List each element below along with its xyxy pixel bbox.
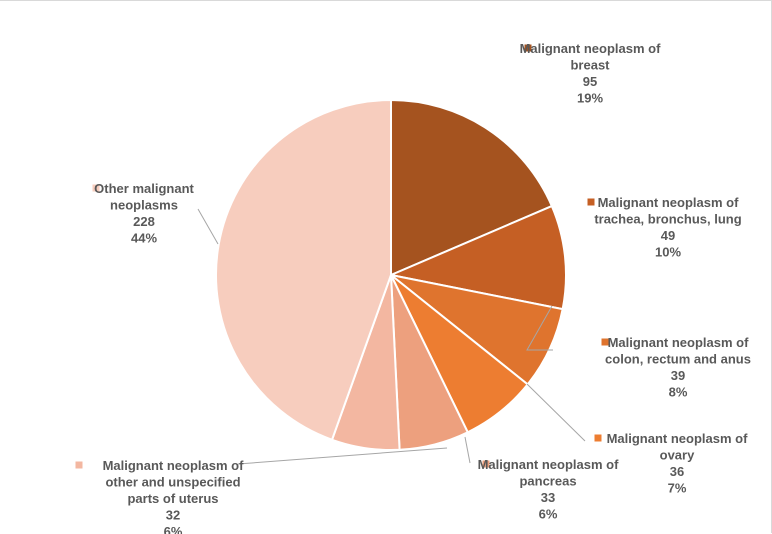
data-label-percent: 8% bbox=[669, 385, 688, 400]
data-label-category: parts of uterus bbox=[127, 491, 218, 506]
pie-slice[interactable] bbox=[215, 98, 392, 442]
data-label-value: 32 bbox=[166, 508, 180, 523]
data-label-category: Other malignant bbox=[94, 181, 194, 196]
legend-key-marker bbox=[75, 461, 83, 469]
data-label-category: colon, rectum and anus bbox=[605, 352, 751, 367]
leader-line bbox=[237, 447, 448, 465]
legend-key-marker bbox=[482, 460, 490, 468]
data-label-category: Malignant neoplasm of bbox=[103, 458, 245, 473]
data-label-percent: 10% bbox=[655, 245, 681, 260]
data-label-percent: 19% bbox=[577, 91, 603, 106]
data-label-category: Malignant neoplasm of bbox=[598, 195, 740, 210]
leader-line bbox=[197, 208, 219, 245]
leader-line bbox=[464, 436, 471, 464]
data-label-value: 228 bbox=[133, 214, 155, 229]
data-label-percent: 44% bbox=[131, 231, 157, 246]
legend-key-marker bbox=[92, 184, 100, 192]
data-label-value: 95 bbox=[583, 74, 597, 89]
data-label-category: ovary bbox=[660, 448, 695, 463]
pie-slice[interactable] bbox=[390, 98, 554, 277]
data-label-value: 39 bbox=[671, 368, 685, 383]
data-label-percent: 6% bbox=[539, 507, 558, 522]
pie-slices bbox=[215, 98, 567, 451]
data-label-category: other and unspecified bbox=[105, 475, 240, 490]
leader-line bbox=[526, 383, 586, 442]
data-label-category: trachea, bronchus, lung bbox=[594, 212, 741, 227]
legend-key-marker bbox=[601, 338, 609, 346]
leader-lines bbox=[197, 208, 586, 465]
data-label-category: neoplasms bbox=[110, 198, 178, 213]
data-label-value: 49 bbox=[661, 228, 675, 243]
data-label-category: pancreas bbox=[519, 474, 576, 489]
legend-key-marker bbox=[524, 44, 532, 52]
data-label-value: 36 bbox=[670, 464, 684, 479]
data-label-percent: 7% bbox=[668, 481, 687, 496]
data-label-value: 33 bbox=[541, 490, 555, 505]
data-label-category: breast bbox=[570, 58, 610, 73]
leader-line bbox=[526, 305, 553, 351]
data-label-category: Malignant neoplasm of bbox=[607, 431, 749, 446]
data-label-category: Malignant neoplasm of bbox=[520, 41, 662, 56]
data-label-percent: 6% bbox=[164, 524, 183, 534]
legend-key-marker bbox=[594, 434, 602, 442]
data-label-category: Malignant neoplasm of bbox=[478, 457, 620, 472]
data-label-category: Malignant neoplasm of bbox=[608, 335, 750, 350]
legend-key-marker bbox=[587, 198, 595, 206]
